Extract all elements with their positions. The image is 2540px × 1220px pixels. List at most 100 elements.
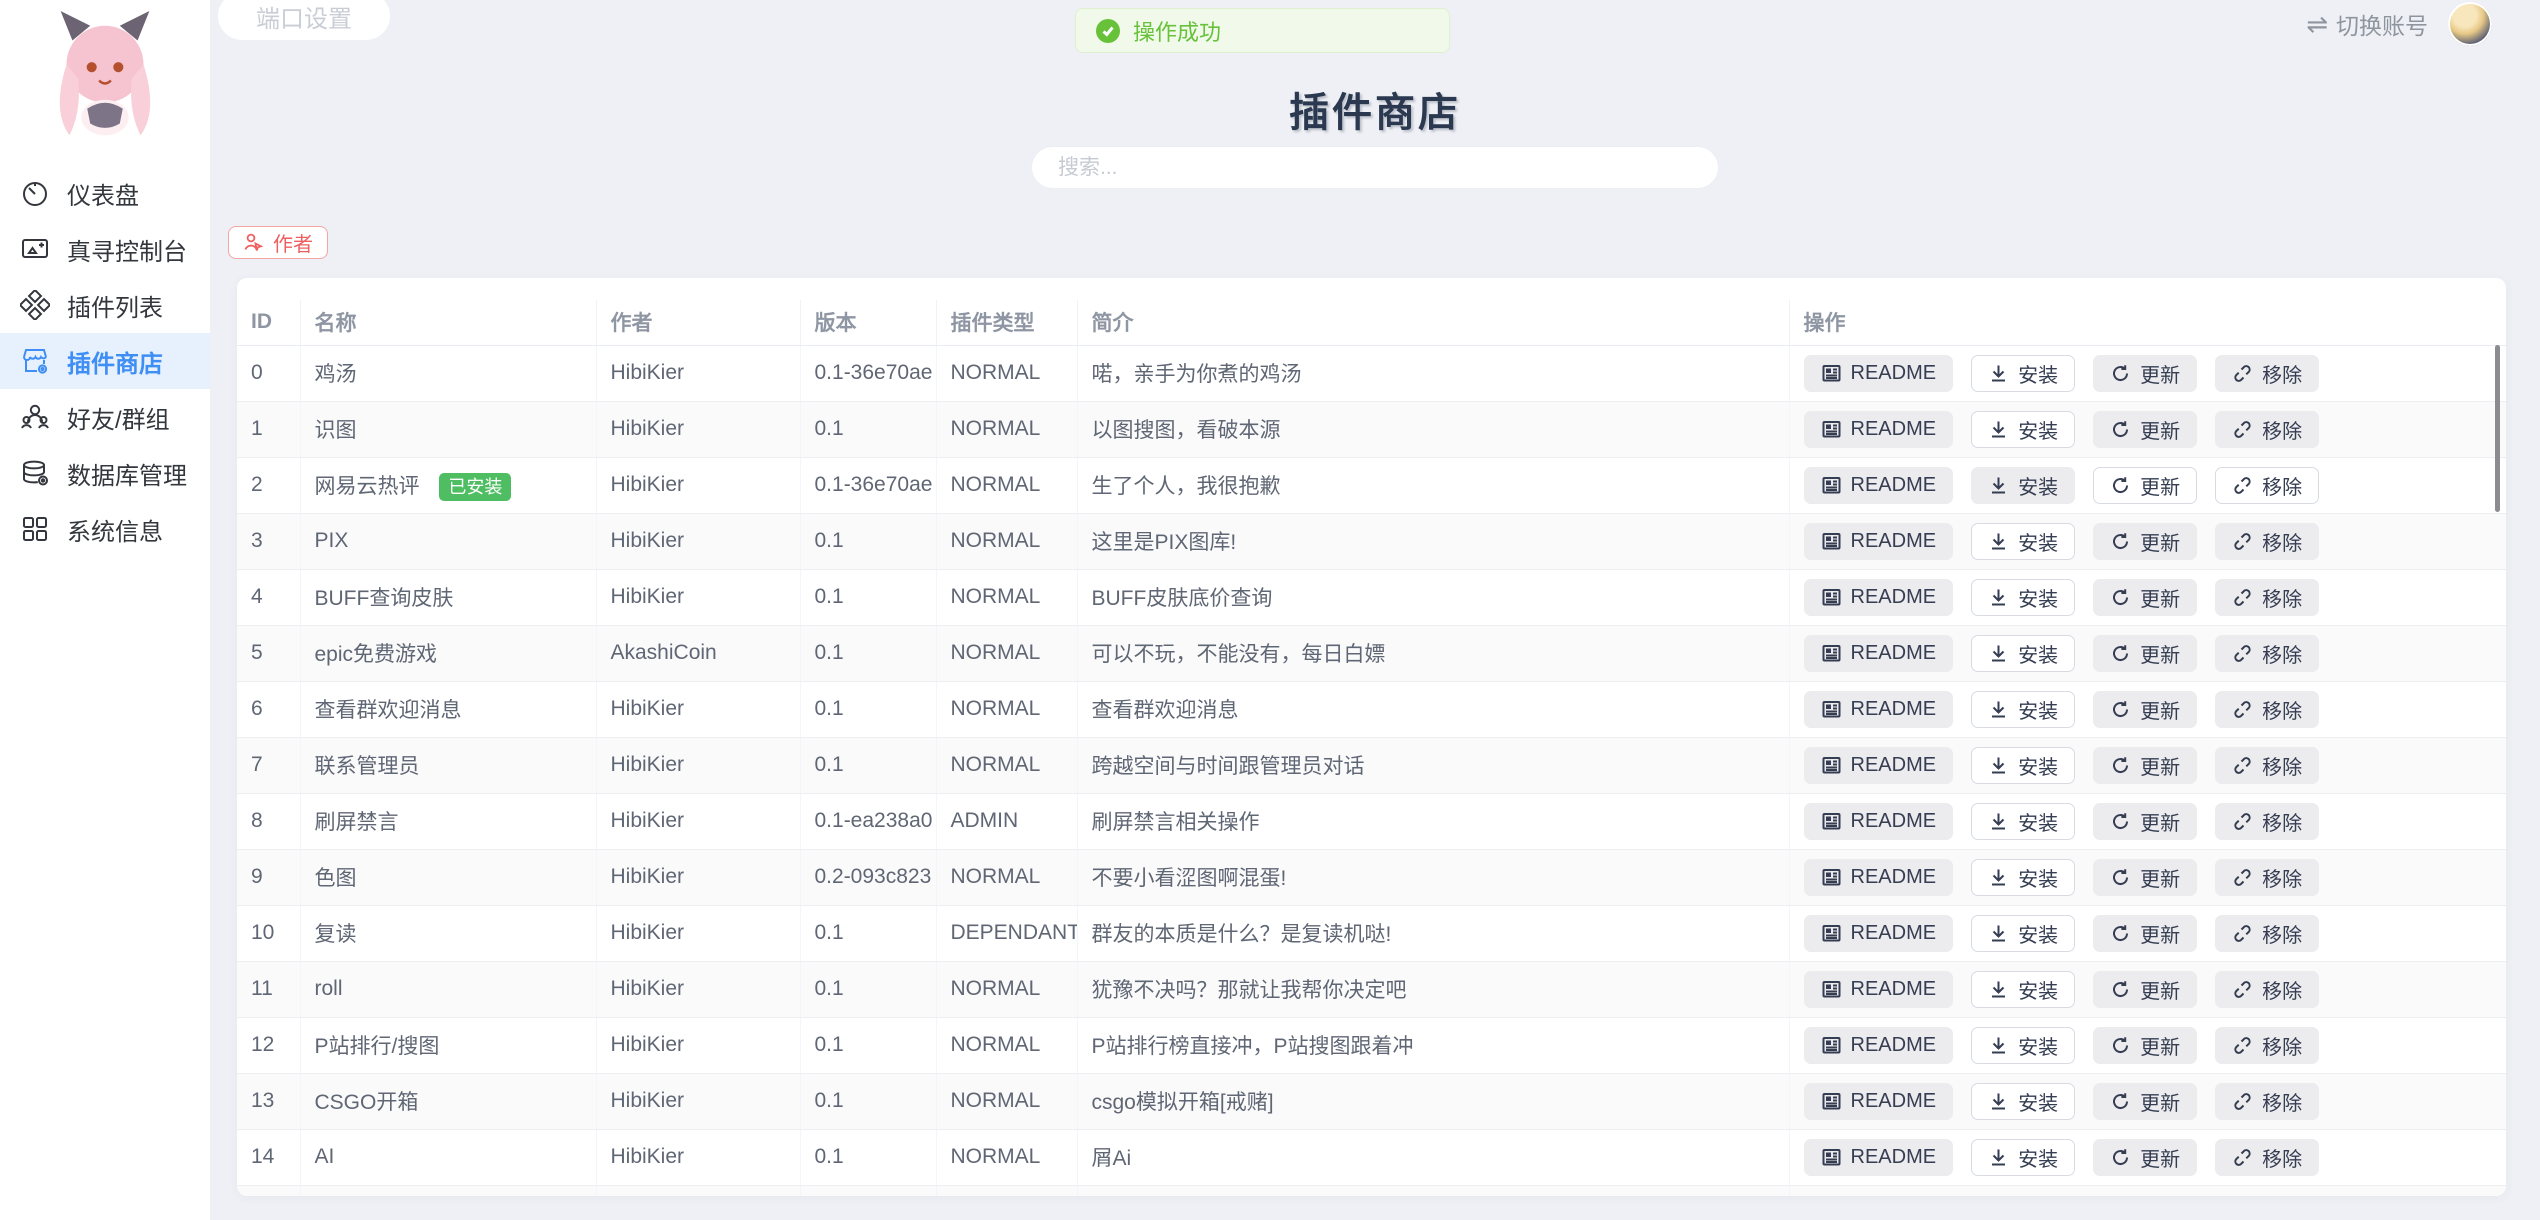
port-settings-button[interactable]: 端口设置	[218, 0, 390, 40]
install-button[interactable]: 安装	[1971, 747, 2075, 784]
remove-button[interactable]: 移除	[2215, 915, 2319, 952]
remove-button[interactable]: 移除	[2215, 859, 2319, 896]
remove-button[interactable]: 移除	[2215, 635, 2319, 672]
update-button[interactable]: 更新	[2093, 747, 2197, 784]
remove-button[interactable]: 移除	[2215, 803, 2319, 840]
cell-actions: README 安装 更新 移除	[1789, 1129, 2506, 1185]
remove-button[interactable]: 移除	[2215, 1139, 2319, 1176]
readme-button[interactable]: README	[1804, 971, 1954, 1008]
cell-name: 网易云热评 已安装	[300, 457, 596, 513]
refresh-icon	[2110, 867, 2131, 888]
readme-icon	[1821, 1147, 1842, 1168]
install-button[interactable]: 安装	[1971, 1083, 2075, 1120]
install-button[interactable]: 安装	[1971, 579, 2075, 616]
cell-actions: README 安装 更新 移除	[1789, 961, 2506, 1017]
update-button[interactable]: 更新	[2093, 467, 2197, 504]
sidebar-item-friends-groups[interactable]: 好友/群组	[0, 389, 210, 445]
readme-icon	[1821, 531, 1842, 552]
readme-button[interactable]: README	[1804, 859, 1954, 896]
readme-button[interactable]: README	[1804, 579, 1954, 616]
refresh-icon	[2110, 419, 2131, 440]
install-button[interactable]: 安装	[1971, 691, 2075, 728]
cell-actions: README 安装 更新 移除	[1789, 401, 2506, 457]
remove-button[interactable]: 移除	[2215, 691, 2319, 728]
update-button[interactable]: 更新	[2093, 1027, 2197, 1064]
remove-button[interactable]: 移除	[2215, 467, 2319, 504]
sidebar-item-database[interactable]: 数据库管理	[0, 445, 210, 501]
remove-button[interactable]: 移除	[2215, 579, 2319, 616]
remove-button[interactable]: 移除	[2215, 523, 2319, 560]
header-actions: 操作	[1789, 300, 2506, 345]
install-button[interactable]: 安装	[1971, 523, 2075, 560]
cell-id: 12	[237, 1017, 300, 1073]
table-row: 3 PIX HibiKier 0.1 NORMAL 这里是PIX图库! READ…	[237, 513, 2506, 569]
remove-button[interactable]: 移除	[2215, 971, 2319, 1008]
update-button[interactable]: 更新	[2093, 859, 2197, 896]
plugin-name: P站排行/搜图	[315, 1035, 440, 1058]
install-button[interactable]: 安装	[1971, 635, 2075, 672]
update-button[interactable]: 更新	[2093, 915, 2197, 952]
switch-account-button[interactable]: ⇌ 切换账号	[2306, 7, 2428, 41]
install-button[interactable]: 安装	[1971, 355, 2075, 392]
table-scrollbar-thumb[interactable]	[2495, 345, 2500, 512]
cell-type: NORMAL	[936, 737, 1077, 793]
update-button[interactable]: 更新	[2093, 523, 2197, 560]
update-button[interactable]: 更新	[2093, 1083, 2197, 1120]
sidebar-item-console[interactable]: 真寻控制台	[0, 221, 210, 277]
install-button[interactable]: 安装	[1971, 915, 2075, 952]
sidebar-item-plugin-list[interactable]: 插件列表	[0, 277, 210, 333]
plugin-name: 鸡汤	[315, 363, 357, 386]
readme-button[interactable]: README	[1804, 691, 1954, 728]
download-icon	[1988, 1035, 2009, 1056]
install-button[interactable]: 安装	[1971, 803, 2075, 840]
readme-button[interactable]: README	[1804, 411, 1954, 448]
unlink-icon	[2232, 643, 2253, 664]
remove-button[interactable]: 移除	[2215, 1027, 2319, 1064]
remove-button[interactable]: 移除	[2215, 411, 2319, 448]
readme-icon	[1821, 979, 1842, 1000]
remove-button[interactable]: 移除	[2215, 355, 2319, 392]
sidebar-item-dashboard[interactable]: 仪表盘	[0, 165, 210, 221]
sidebar-item-plugin-store[interactable]: 插件商店	[0, 333, 210, 389]
logo-image	[31, 8, 179, 156]
readme-button[interactable]: README	[1804, 747, 1954, 784]
install-button[interactable]: 安装	[1971, 1027, 2075, 1064]
gauge-icon	[20, 178, 50, 208]
install-button[interactable]: 安装	[1971, 971, 2075, 1008]
install-button[interactable]: 安装	[1971, 859, 2075, 896]
remove-button[interactable]: 移除	[2215, 747, 2319, 784]
cell-author: HibiKier	[596, 849, 800, 905]
table-row: 2 网易云热评 已安装 HibiKier 0.1-36e70ae NORMAL …	[237, 457, 2506, 513]
install-button[interactable]: 安装	[1971, 411, 2075, 448]
readme-button[interactable]: README	[1804, 1027, 1954, 1064]
update-button[interactable]: 更新	[2093, 1139, 2197, 1176]
update-button[interactable]: 更新	[2093, 411, 2197, 448]
install-button[interactable]: 安装	[1971, 1139, 2075, 1176]
readme-button[interactable]: README	[1804, 803, 1954, 840]
readme-button[interactable]: README	[1804, 523, 1954, 560]
readme-button[interactable]: README	[1804, 1083, 1954, 1120]
readme-button[interactable]: README	[1804, 1139, 1954, 1176]
update-button[interactable]: 更新	[2093, 355, 2197, 392]
readme-button[interactable]: README	[1804, 355, 1954, 392]
cell-actions: README 安装 更新 移除	[1789, 457, 2506, 513]
search-input[interactable]	[1031, 146, 1719, 189]
update-button[interactable]: 更新	[2093, 579, 2197, 616]
remove-button[interactable]: 移除	[2215, 1083, 2319, 1120]
user-avatar[interactable]	[2448, 2, 2492, 46]
update-button[interactable]: 更新	[2093, 803, 2197, 840]
cell-id: 8	[237, 793, 300, 849]
install-button[interactable]: 安装	[1971, 467, 2075, 504]
cell-actions: README 安装 更新 移除	[1789, 737, 2506, 793]
update-button[interactable]: 更新	[2093, 635, 2197, 672]
readme-icon	[1821, 475, 1842, 496]
readme-icon	[1821, 587, 1842, 608]
readme-button[interactable]: README	[1804, 915, 1954, 952]
update-button[interactable]: 更新	[2093, 971, 2197, 1008]
sidebar-item-system-info[interactable]: 系统信息	[0, 501, 210, 557]
download-icon	[1988, 755, 2009, 776]
update-button[interactable]: 更新	[2093, 691, 2197, 728]
readme-button[interactable]: README	[1804, 635, 1954, 672]
author-filter-tag[interactable]: 作者	[228, 226, 328, 259]
readme-button[interactable]: README	[1804, 467, 1954, 504]
